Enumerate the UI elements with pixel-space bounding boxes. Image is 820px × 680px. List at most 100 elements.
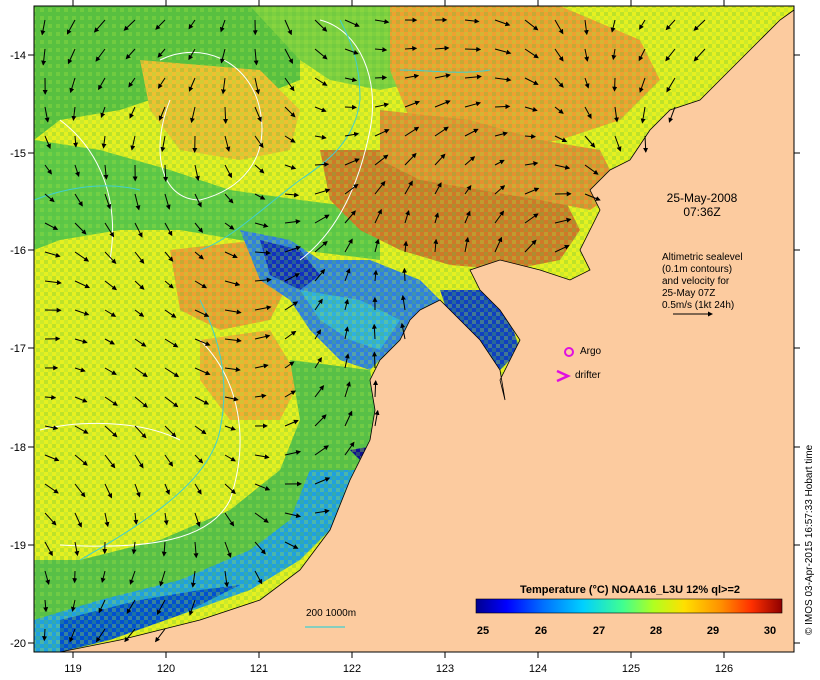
velocity-arrow [194, 396, 210, 405]
velocity-arrow [373, 269, 379, 282]
colorbar-tick: 26 [534, 625, 548, 637]
velocity-arrow [433, 238, 439, 253]
velocity-arrow [224, 251, 238, 259]
colorbar [475, 598, 783, 614]
velocity-arrow [44, 280, 62, 285]
argo-float-icon [564, 347, 574, 357]
x-tick-label: 123 [436, 663, 454, 675]
velocity-arrow [194, 280, 207, 289]
velocity-arrow [404, 100, 421, 108]
velocity-arrow [554, 164, 571, 170]
velocity-arrow [44, 222, 59, 230]
velocity-arrow [193, 541, 199, 559]
velocity-arrow [284, 390, 297, 398]
velocity-arrow [224, 135, 231, 152]
velocity-arrow [284, 361, 295, 369]
velocity-arrow [584, 77, 590, 89]
x-tick-label: 122 [343, 663, 361, 675]
velocity-arrow [126, 599, 136, 614]
velocity-arrow [133, 512, 139, 525]
velocity-arrow [254, 77, 261, 95]
x-tick-label: 120 [157, 663, 175, 675]
velocity-arrow [224, 483, 236, 495]
velocity-arrow [44, 106, 50, 123]
colorbar-tick: 28 [649, 625, 663, 637]
velocity-arrow [665, 48, 676, 62]
sealevel-info: Altimetric sealevel (0.1m contours) and … [662, 252, 743, 312]
velocity-arrow [104, 309, 117, 317]
velocity-arrow [164, 309, 177, 318]
velocity-arrow [434, 73, 451, 79]
x-tick-label: 126 [715, 663, 733, 675]
velocity-arrow [134, 251, 145, 264]
velocity-arrows [40, 17, 706, 643]
velocity-arrow [314, 240, 328, 253]
velocity-arrow [314, 508, 330, 514]
velocity-arrow [371, 323, 377, 340]
velocity-arrow [104, 425, 118, 438]
velocity-arrow [254, 305, 272, 311]
velocity-arrow [464, 128, 479, 137]
velocity-arrow [464, 184, 472, 195]
velocity-arrow [125, 48, 136, 60]
velocity-arrow [154, 628, 166, 643]
velocity-arrow [374, 180, 386, 195]
velocity-arrow [74, 280, 91, 289]
velocity-arrow [464, 101, 482, 108]
velocity-arrow [284, 48, 293, 64]
velocity-arrow [314, 77, 328, 86]
velocity-arrow [374, 75, 388, 81]
velocity-arrow [71, 106, 77, 121]
velocity-arrow [44, 251, 61, 258]
velocity-arrow [224, 222, 235, 230]
velocity-arrow [188, 599, 196, 616]
velocity-arrow [74, 193, 83, 207]
velocity-arrow [554, 106, 564, 114]
velocity-arrow [284, 164, 297, 170]
map-frame [33, 5, 795, 653]
velocity-arrow [129, 570, 136, 585]
velocity-arrow [374, 208, 382, 224]
velocity-arrow [554, 77, 564, 88]
velocity-arrow [494, 104, 511, 110]
info-line: 25-May 07Z [662, 288, 716, 299]
velocity-arrow [44, 193, 55, 203]
y-tick-label: -19 [10, 540, 26, 552]
velocity-arrow [284, 273, 300, 282]
velocity-arrow [254, 334, 271, 340]
velocity-arrow [95, 628, 106, 643]
velocity-arrow [314, 188, 331, 195]
velocity-arrow [194, 164, 200, 182]
velocity-arrow [639, 19, 646, 30]
velocity-arrow [284, 450, 302, 456]
colorbar-tick: 27 [592, 625, 606, 637]
velocity-arrow [344, 298, 350, 311]
velocity-arrow [314, 445, 329, 456]
velocity-arrow [434, 100, 451, 108]
velocity-arrow [194, 193, 202, 208]
credit-label: © IMOS 03-Apr-2015 16:57:33 Hobart time [804, 444, 815, 635]
velocity-arrow [373, 380, 379, 398]
velocity-arrow [314, 134, 327, 140]
velocity-arrow [164, 367, 180, 378]
velocity-arrow [464, 210, 471, 224]
x-tick-label: 121 [250, 663, 268, 675]
velocity-arrow [164, 454, 174, 467]
velocity-arrow [44, 425, 59, 431]
velocity-arrow [314, 329, 322, 340]
velocity-arrow [194, 454, 204, 464]
velocity-arrow [42, 628, 48, 642]
velocity-arrow [494, 48, 512, 55]
velocity-arrow [74, 541, 80, 557]
velocity-arrow [254, 222, 269, 228]
velocity-arrow [254, 541, 266, 555]
velocity-arrow [494, 236, 503, 253]
velocity-arrow [219, 19, 226, 33]
velocity-arrow [554, 19, 564, 35]
velocity-arrow [74, 338, 88, 344]
velocity-arrow [104, 483, 113, 499]
velocity-arrow [640, 106, 646, 124]
colorbar-tick: 29 [706, 625, 720, 637]
velocity-arrow [613, 106, 619, 123]
velocity-arrow [344, 326, 350, 340]
